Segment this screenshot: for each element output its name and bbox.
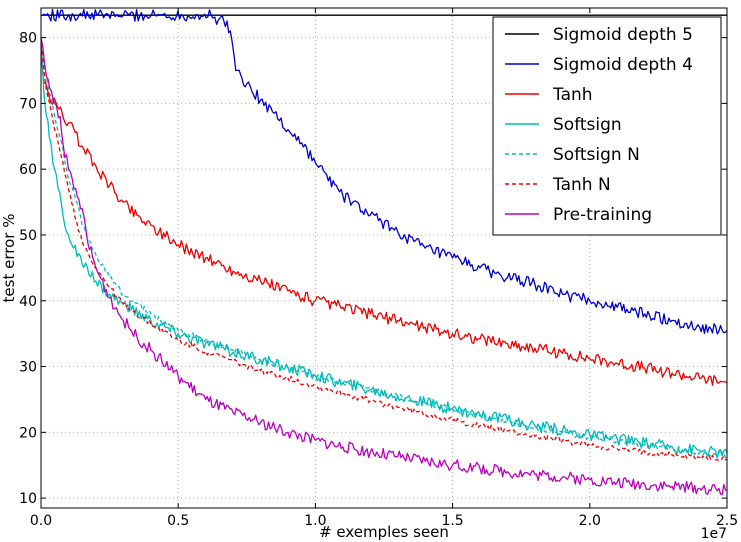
plot-frame	[40, 7, 728, 509]
y-tick-label: 20	[19, 425, 37, 441]
x-tick-label: 2.5	[716, 513, 738, 529]
legend-label-sigmoid-depth-5: Sigmoid depth 5	[553, 25, 693, 45]
series-line-tanh	[41, 50, 727, 386]
x-tick-label: 2.0	[579, 513, 601, 529]
legend-box	[492, 16, 722, 236]
legend-label-tanh: Tanh	[552, 85, 593, 105]
y-tick-label: 50	[19, 228, 37, 244]
x-tick-label: 0.5	[167, 513, 189, 529]
y-tick-label: 60	[19, 162, 37, 178]
axis-ticks: 0.0 0.5 1.0 1.5 2.0 2.5 10 20 30 40 50 60 70 80	[19, 8, 738, 529]
x-tick-label: 1.5	[441, 513, 463, 529]
x-axis-multiplier: 1e7	[701, 526, 727, 542]
series-line-tanh-n	[41, 44, 727, 462]
x-tick-label: 0.0	[30, 513, 52, 529]
series-line-sigmoid-depth-4	[41, 8, 727, 335]
y-tick-label: 10	[19, 491, 37, 507]
series-layer	[41, 8, 727, 496]
legend-label-softsign: Softsign	[553, 115, 622, 135]
series-line-softsign	[41, 37, 727, 459]
y-tick-label: 70	[19, 96, 37, 112]
legend: Sigmoid depth 5 Sigmoid depth 4 Tanh Softsi…	[492, 16, 722, 236]
y-axis-title: test error %	[0, 214, 18, 303]
series-line-pre-training	[41, 37, 727, 496]
x-axis-title: # exemples seen	[319, 523, 449, 541]
grid	[41, 8, 727, 508]
y-tick-label: 40	[19, 294, 37, 310]
legend-label-pre-training: Pre-training	[553, 205, 652, 225]
y-tick-label: 30	[19, 360, 37, 376]
x-tick-label: 1.0	[304, 513, 326, 529]
y-tick-label: 80	[19, 31, 37, 47]
series-line-softsign-n	[41, 44, 727, 459]
legend-label-sigmoid-depth-4: Sigmoid depth 4	[553, 55, 693, 75]
series-group	[41, 8, 727, 496]
legend-label-softsign-n: Softsign N	[553, 145, 640, 165]
legend-label-tanh-n: Tanh N	[552, 175, 611, 195]
